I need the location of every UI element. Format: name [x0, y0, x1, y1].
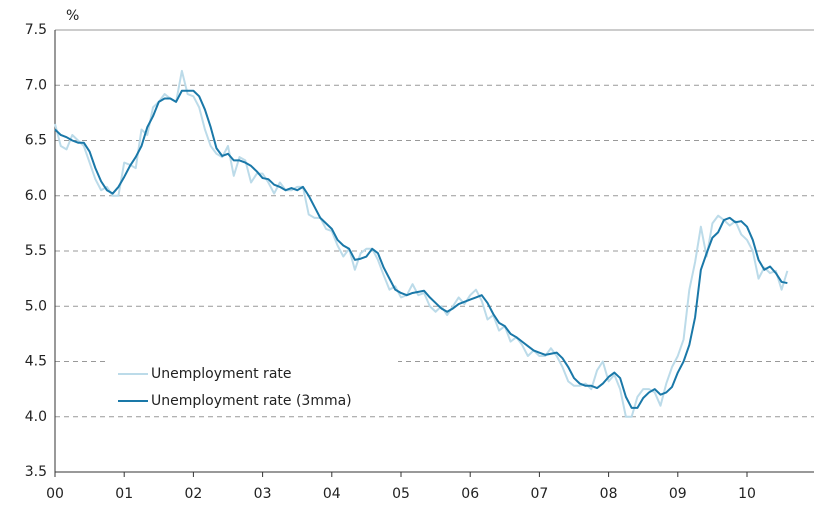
x-tick-label: 04 [323, 486, 341, 502]
y-tick-label: 7.5 [25, 22, 47, 38]
y-tick-label: 6.0 [25, 188, 47, 204]
y-tick-label: 4.5 [25, 354, 47, 370]
y-tick-label: 4.0 [25, 409, 47, 425]
series-line [54, 89, 788, 409]
x-tick-label: 07 [530, 486, 548, 502]
x-tick-label: 06 [461, 486, 479, 502]
legend-label: Unemployment rate (3mma) [151, 393, 352, 409]
series-line [54, 69, 789, 418]
legend-label: Unemployment rate [151, 366, 292, 382]
x-tick-label: 05 [392, 486, 410, 502]
x-tick-label: 10 [738, 486, 756, 502]
y-tick-label: 7.0 [25, 77, 47, 93]
y-axis-unit: % [66, 8, 79, 24]
x-tick-label: 00 [46, 486, 64, 502]
y-tick-label: 3.5 [25, 464, 47, 480]
x-tick-label: 02 [184, 486, 202, 502]
y-tick-label: 5.5 [25, 243, 47, 259]
x-tick-label: 01 [115, 486, 133, 502]
legend-box [108, 360, 398, 414]
x-tick-label: 09 [669, 486, 687, 502]
x-tick-label: 03 [254, 486, 272, 502]
y-tick-label: 5.0 [25, 298, 47, 314]
y-tick-label: 6.5 [25, 133, 47, 149]
x-tick-label: 08 [600, 486, 618, 502]
